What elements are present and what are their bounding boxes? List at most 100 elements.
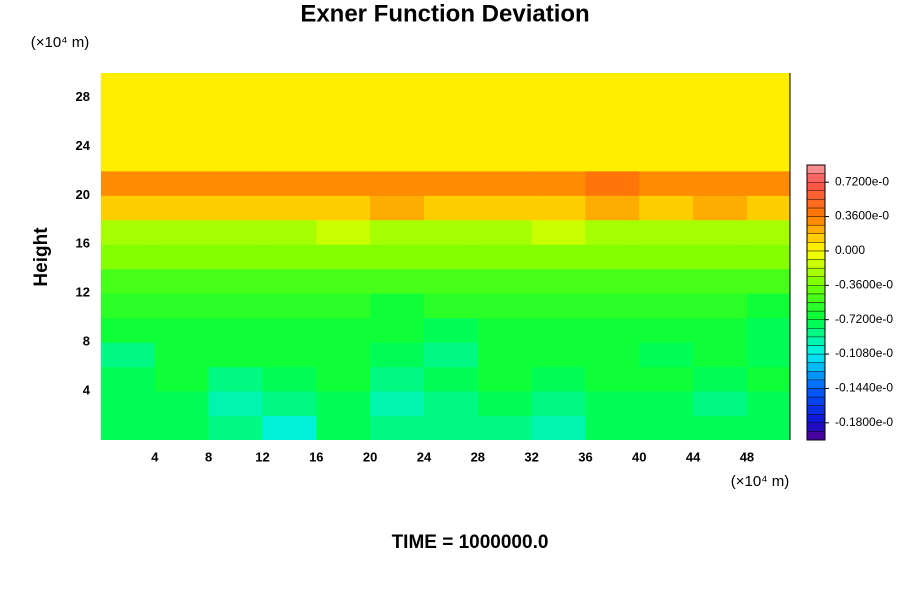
cell <box>531 146 586 172</box>
cell <box>423 415 479 440</box>
cell <box>262 121 317 147</box>
x-tick-label: 4 <box>151 449 159 464</box>
cell <box>423 170 479 196</box>
cell <box>154 170 210 196</box>
colorbar-band <box>806 207 826 217</box>
cell <box>208 73 263 98</box>
cell <box>746 73 790 98</box>
chart-title: Exner Function Deviation <box>300 0 589 27</box>
cell <box>316 146 371 172</box>
cell <box>316 121 371 147</box>
cell <box>585 391 640 417</box>
y-tick-label: 8 <box>83 334 90 349</box>
cell <box>316 97 371 123</box>
cell <box>639 195 694 221</box>
cell <box>262 366 317 392</box>
cell <box>693 97 748 123</box>
cell <box>208 317 263 343</box>
colorbar-band <box>806 285 826 295</box>
cell <box>370 391 425 417</box>
cell <box>693 391 748 417</box>
cell <box>585 415 640 440</box>
cell <box>208 146 263 172</box>
cell <box>531 268 586 294</box>
cell <box>639 415 694 440</box>
cell <box>639 73 694 98</box>
colorbar-band <box>806 242 826 252</box>
cell <box>208 195 263 221</box>
cell <box>585 366 640 392</box>
cell <box>208 121 263 147</box>
colorbar-band <box>806 199 826 209</box>
x-tick-label: 12 <box>255 449 269 464</box>
colorbar-band <box>806 336 826 346</box>
x-tick-label: 16 <box>309 449 323 464</box>
colorbar-band <box>806 259 826 269</box>
cell <box>531 121 586 147</box>
x-tick-label: 40 <box>632 449 646 464</box>
field <box>101 73 790 440</box>
cell <box>154 317 210 343</box>
cell <box>423 366 479 392</box>
cell <box>101 415 156 440</box>
cell <box>316 317 371 343</box>
cell <box>423 219 479 245</box>
cell <box>585 293 640 319</box>
cell <box>746 293 790 319</box>
cell <box>477 219 533 245</box>
cell <box>746 97 790 123</box>
cell <box>262 391 317 417</box>
cell <box>693 170 748 196</box>
cell <box>639 391 694 417</box>
cell <box>208 244 263 270</box>
cell <box>262 268 317 294</box>
cell <box>208 170 263 196</box>
cell <box>693 73 748 98</box>
cell <box>531 73 586 98</box>
cell <box>423 73 479 98</box>
cell <box>316 219 371 245</box>
cell <box>370 97 425 123</box>
cell <box>477 342 533 368</box>
x-tick-label: 28 <box>471 449 485 464</box>
colorbar-band <box>806 250 826 260</box>
cell <box>477 121 533 147</box>
cell <box>531 293 586 319</box>
cell <box>101 268 156 294</box>
y-tick-label: 20 <box>76 187 90 202</box>
cell <box>477 97 533 123</box>
x-tick-label: 36 <box>578 449 592 464</box>
cell <box>585 268 640 294</box>
cell <box>208 342 263 368</box>
cell <box>423 391 479 417</box>
x-tick-label: 8 <box>205 449 212 464</box>
cell <box>370 195 425 221</box>
cell <box>746 244 790 270</box>
cell <box>154 415 210 440</box>
cell <box>423 121 479 147</box>
cell <box>693 317 748 343</box>
cell <box>746 121 790 147</box>
colorbar-label: -0.3600e-0 <box>835 277 893 291</box>
cell <box>262 73 317 98</box>
cell <box>370 268 425 294</box>
cell <box>262 244 317 270</box>
cell <box>746 146 790 172</box>
colorbar-band <box>806 405 826 415</box>
cell <box>531 366 586 392</box>
x-tick-label: 24 <box>417 449 432 464</box>
colorbar-band <box>806 328 826 338</box>
cell <box>154 293 210 319</box>
cell <box>154 73 210 98</box>
cell <box>101 293 156 319</box>
cell <box>262 195 317 221</box>
cell <box>262 146 317 172</box>
cell <box>262 342 317 368</box>
cell <box>585 317 640 343</box>
cell <box>639 244 694 270</box>
cell <box>316 342 371 368</box>
colorbar-band <box>806 310 826 320</box>
colorbar-band <box>806 181 826 191</box>
cell <box>693 268 748 294</box>
colorbar-band <box>806 362 826 372</box>
